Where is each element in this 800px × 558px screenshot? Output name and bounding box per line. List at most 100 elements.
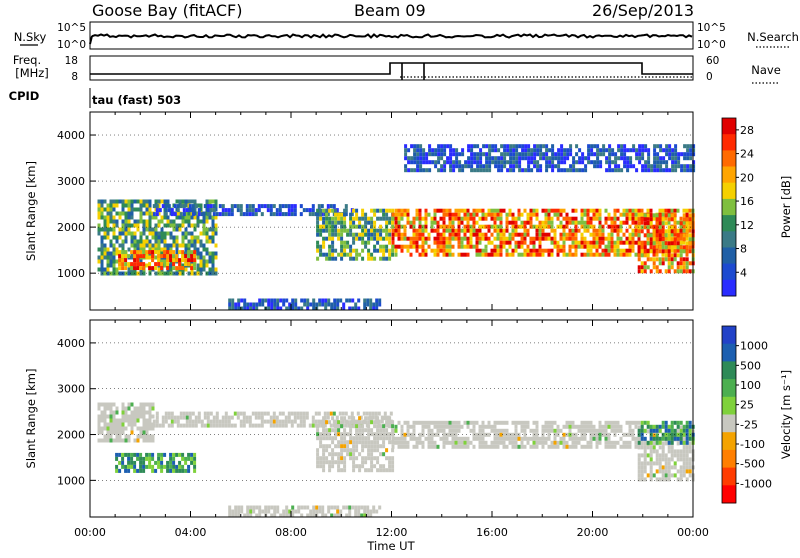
echo-cell: [343, 416, 347, 421]
echo-cell: [665, 168, 669, 173]
echo-cell: [413, 160, 417, 165]
echo-cell: [112, 259, 116, 264]
echo-cell: [562, 444, 566, 449]
echo-cell: [541, 220, 545, 225]
echo-cell: [358, 468, 362, 473]
echo-cell: [643, 245, 647, 250]
echo-cell: [655, 440, 659, 445]
echo-cell: [388, 220, 392, 225]
echo-cell: [394, 228, 398, 233]
echo-cell: [169, 223, 173, 228]
echo-cell: [190, 235, 194, 240]
echo-cell: [178, 262, 182, 267]
echo-cell: [419, 152, 423, 157]
echo-cell: [267, 306, 271, 311]
echo-cell: [418, 212, 422, 217]
echo-cell: [673, 213, 677, 218]
echo-cell: [130, 464, 134, 469]
echo-cell: [508, 436, 512, 441]
echo-cell: [517, 444, 521, 449]
echo-cell: [269, 208, 273, 213]
echo-cell: [145, 203, 149, 208]
echo-cell: [368, 411, 372, 416]
echo-cell: [388, 232, 392, 237]
echo-cell: [625, 236, 629, 241]
echo-cell: [145, 410, 149, 415]
echo-cell: [425, 152, 429, 157]
echo-cell: [169, 456, 173, 461]
echo-cell: [655, 433, 659, 438]
echo-cell: [595, 432, 599, 437]
echo-cell: [682, 465, 686, 470]
echo-cell: [466, 436, 470, 441]
echo-cell: [457, 444, 461, 449]
echo-cell: [598, 244, 602, 249]
echo-cell: [133, 258, 137, 263]
echo-cell: [568, 420, 572, 425]
echo-cell: [617, 168, 621, 173]
echo-cell: [97, 430, 101, 435]
echo-cell: [357, 513, 361, 518]
echo-cell: [329, 411, 333, 416]
echo-cell: [685, 249, 689, 254]
echo-cell: [574, 444, 578, 449]
echo-cell: [130, 402, 134, 407]
echo-cell: [596, 152, 600, 157]
echo-cell: [529, 212, 533, 217]
echo-cell: [586, 220, 590, 225]
echo-cell: [535, 440, 539, 445]
echo-cell: [551, 148, 555, 153]
echo-cell: [688, 269, 692, 274]
echo-cell: [349, 256, 353, 261]
echo-cell: [631, 220, 635, 225]
echo-cell: [421, 440, 425, 445]
echo-cell: [496, 228, 500, 233]
echo-cell: [345, 513, 349, 518]
echo-cell: [667, 233, 671, 238]
echo-cell: [363, 513, 367, 518]
echo-cell: [214, 207, 218, 212]
echo-cell: [293, 419, 297, 424]
echo-cell: [580, 444, 584, 449]
echo-cell: [560, 152, 564, 157]
echo-cell: [652, 461, 656, 466]
echo-cell: [154, 247, 158, 252]
echo-cell: [416, 160, 420, 165]
echo-cell: [291, 509, 295, 514]
echo-cell: [311, 204, 315, 209]
echo-cell: [439, 436, 443, 441]
echo-cell: [287, 411, 291, 416]
echo-cell: [190, 243, 194, 248]
echo-cell: [592, 240, 596, 245]
echo-cell: [172, 262, 176, 267]
echo-cell: [490, 424, 494, 429]
echo-cell: [577, 424, 581, 429]
echo-cell: [322, 464, 326, 469]
echo-cell: [115, 426, 119, 431]
echo-cell: [532, 240, 536, 245]
echo-cell: [637, 469, 641, 474]
echo-cell: [527, 160, 531, 165]
echo-cell: [352, 420, 356, 425]
echo-cell: [664, 424, 668, 429]
echo-cell: [562, 224, 566, 229]
echo-cell: [608, 164, 612, 169]
echo-cell: [133, 247, 137, 252]
echo-cell: [133, 438, 137, 443]
echo-cell: [100, 247, 104, 252]
echo-cell: [688, 245, 692, 250]
echo-cell: [637, 253, 641, 258]
echo-cell: [445, 236, 449, 241]
echo-cell: [325, 460, 329, 465]
echo-cell: [391, 244, 395, 249]
echo-cell: [610, 244, 614, 249]
echo-cell: [563, 168, 567, 173]
echo-cell: [445, 240, 449, 245]
echo-cell: [152, 423, 156, 428]
echo-cell: [379, 248, 383, 253]
echo-cell: [466, 212, 470, 217]
echo-cell: [109, 243, 113, 248]
echo-cell: [97, 438, 101, 443]
echo-cell: [106, 227, 110, 232]
